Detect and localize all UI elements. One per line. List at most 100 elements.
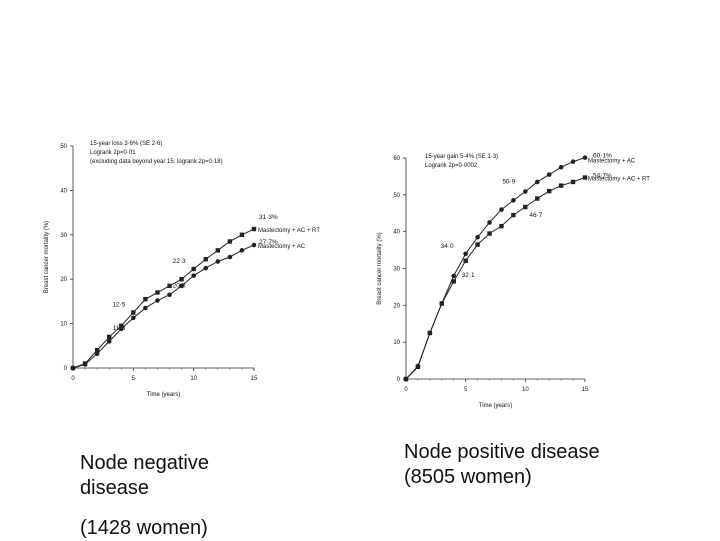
- data-point-square: [416, 365, 420, 369]
- data-point-square: [167, 284, 171, 288]
- data-point-square: [559, 183, 563, 187]
- data-point-square: [107, 335, 111, 339]
- data-point-square: [240, 233, 244, 237]
- y-tick-label: 10: [60, 322, 67, 328]
- data-point-circle: [252, 243, 257, 248]
- left-caption-line1: Node negative: [80, 451, 209, 476]
- x-tick-label: 0: [404, 387, 408, 393]
- y-tick-label: 40: [393, 230, 400, 236]
- data-label: 50·9: [502, 179, 515, 186]
- annotation-line: 15-year loss 3·6% (SE 2·6): [90, 141, 162, 147]
- data-point-circle: [451, 274, 456, 279]
- data-point-circle: [475, 235, 480, 240]
- data-point-circle: [131, 316, 136, 321]
- x-tick-label: 0: [71, 376, 75, 382]
- y-tick-label: 10: [393, 340, 400, 346]
- right-caption-line1: Node positive disease: [404, 440, 600, 465]
- data-point-circle: [499, 207, 504, 212]
- series-line: [406, 178, 585, 379]
- y-tick-label: 30: [60, 233, 67, 239]
- left-caption: Node negative disease (1428 women): [80, 451, 209, 541]
- data-point-square: [499, 224, 503, 228]
- x-axis-label: Time (years): [479, 403, 512, 409]
- y-tick-label: 40: [60, 188, 67, 194]
- y-tick-label: 20: [393, 303, 400, 309]
- series-line: [406, 158, 585, 379]
- data-point-square: [440, 301, 444, 305]
- data-label: 22·3: [173, 258, 186, 265]
- data-label: 60·1%: [593, 153, 612, 160]
- data-point-square: [216, 248, 220, 252]
- data-point-circle: [228, 255, 233, 260]
- data-point-square: [535, 196, 539, 200]
- data-point-square: [452, 279, 456, 283]
- annotation-line: Logrank 2p=0·0002: [425, 163, 478, 169]
- data-point-square: [487, 231, 491, 235]
- x-tick-label: 5: [464, 387, 468, 393]
- data-point-circle: [203, 266, 208, 271]
- data-point-circle: [571, 159, 576, 164]
- data-point-circle: [95, 351, 100, 356]
- left-caption-line3: (1428 women): [80, 516, 209, 541]
- data-point-square: [131, 310, 135, 314]
- data-point-square: [191, 267, 195, 271]
- x-tick-label: 15: [251, 376, 258, 382]
- y-axis-label: Breast cancer mortality (%): [377, 232, 383, 304]
- data-point-square: [583, 175, 587, 179]
- y-tick-label: 30: [393, 267, 400, 273]
- data-point-square: [547, 189, 551, 193]
- data-point-square: [179, 277, 183, 281]
- data-point-circle: [559, 165, 564, 170]
- x-axis-label: Time (years): [147, 392, 180, 398]
- y-tick-label: 50: [60, 144, 67, 150]
- data-label: 31·3%: [259, 214, 278, 221]
- data-point-circle: [167, 292, 172, 297]
- y-tick-label: 50: [393, 193, 400, 199]
- data-point-circle: [71, 366, 76, 371]
- data-point-circle: [523, 189, 528, 194]
- data-point-circle: [547, 172, 552, 177]
- data-point-circle: [487, 220, 492, 225]
- right-caption-line2: (8505 women): [404, 465, 600, 490]
- right-caption: Node positive disease (8505 women): [404, 440, 600, 490]
- y-tick-label: 0: [397, 377, 401, 383]
- data-point-square: [428, 331, 432, 335]
- data-point-square: [523, 205, 527, 209]
- data-point-square: [204, 257, 208, 261]
- data-point-circle: [535, 180, 540, 185]
- x-tick-label: 5: [132, 376, 136, 382]
- data-label: 20·8: [173, 283, 186, 290]
- data-label: 12·5: [112, 302, 125, 309]
- chart-1: 0 10 20 30 40 50 0 5 10 15 Time (years) Breast canc…: [44, 141, 320, 398]
- data-label: 11·3: [113, 325, 126, 332]
- x-tick-label: 15: [582, 387, 589, 393]
- data-point-square: [155, 290, 159, 294]
- data-point-circle: [240, 248, 245, 253]
- data-label: 27·7%: [259, 239, 278, 246]
- data-point-circle: [463, 251, 468, 256]
- data-point-square: [228, 239, 232, 243]
- data-point-square: [571, 180, 575, 184]
- x-tick-label: 10: [190, 376, 197, 382]
- data-point-circle: [216, 259, 221, 264]
- data-label: 34·0: [441, 243, 454, 250]
- data-point-square: [463, 259, 467, 263]
- annotation-line: 15-year gain 5·4% (SE 1·3): [425, 154, 498, 160]
- legend-entry: Mastectomy + AC + RT: [258, 228, 320, 234]
- data-point-circle: [107, 339, 112, 344]
- y-axis-label: Breast cancer mortality (%): [44, 221, 50, 293]
- x-tick-label: 10: [522, 387, 529, 393]
- left-caption-line2: disease: [80, 476, 209, 501]
- data-label: 54·7%: [593, 173, 612, 180]
- chart-2: 0 10 20 30 40 50 60 0 5 10 15 Time (years) Breast ca…: [377, 153, 650, 409]
- data-point-circle: [143, 306, 148, 311]
- data-point-circle: [191, 273, 196, 278]
- data-point-square: [143, 297, 147, 301]
- y-tick-label: 0: [64, 366, 68, 372]
- data-point-square: [475, 242, 479, 246]
- data-point-circle: [155, 298, 160, 303]
- y-tick-label: 60: [393, 156, 400, 162]
- data-label: 46·7: [529, 212, 542, 219]
- series-line: [73, 229, 254, 368]
- data-label: 32·1: [462, 272, 475, 279]
